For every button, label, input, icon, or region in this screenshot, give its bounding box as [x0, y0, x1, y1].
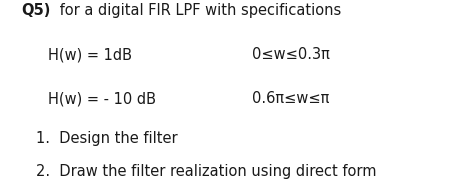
Text: 0.6π≤w≤π: 0.6π≤w≤π: [252, 91, 329, 106]
Text: 0≤w≤0.3π: 0≤w≤0.3π: [252, 47, 330, 62]
Text: 1.  Design the filter: 1. Design the filter: [36, 131, 177, 146]
Text: for a digital FIR LPF with specifications: for a digital FIR LPF with specification…: [55, 3, 341, 18]
Text: H(w) = - 10 dB: H(w) = - 10 dB: [48, 91, 155, 106]
Text: H(w) = 1dB: H(w) = 1dB: [48, 47, 132, 62]
Text: 2.  Draw the filter realization using direct form: 2. Draw the filter realization using dir…: [36, 164, 376, 179]
Text: Q5): Q5): [21, 3, 51, 18]
